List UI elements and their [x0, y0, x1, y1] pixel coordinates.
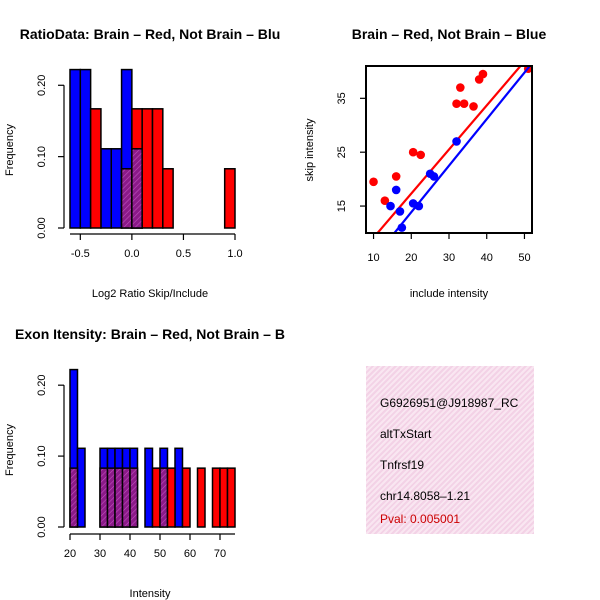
- point-red: [380, 196, 390, 205]
- y-axis-label: skip intensity: [304, 118, 316, 181]
- bar-overlap: [129, 467, 139, 528]
- bar-brain: [226, 467, 236, 528]
- point-blue: [414, 201, 424, 211]
- x-tick-label: 10: [367, 252, 379, 264]
- gene-info-box: G6926951@J918987_RC altTxStart Tnfrsf19 …: [366, 366, 534, 534]
- bar-brain: [223, 168, 236, 229]
- bar-not-brain: [69, 68, 82, 229]
- point-blue: [397, 223, 407, 232]
- y-tick-label: 0.00: [36, 516, 48, 537]
- x-tick-label: 0.5: [176, 248, 191, 260]
- bar-brain: [181, 467, 191, 528]
- y-axis-label: Frequency: [4, 124, 16, 176]
- bar-not-brain: [100, 148, 112, 229]
- bar-not-brain: [79, 68, 92, 229]
- y-axis-label: Frequency: [4, 424, 16, 476]
- y-tick-label: 15: [336, 200, 348, 212]
- bar-overlap: [120, 168, 133, 229]
- x-tick-label: 40: [481, 252, 493, 264]
- bar-brain: [151, 108, 164, 229]
- y-tick-label: 0.10: [36, 445, 48, 466]
- point-red: [369, 177, 378, 187]
- y-tick-label: 25: [336, 146, 348, 158]
- point-blue: [386, 201, 395, 211]
- point-red: [391, 172, 401, 181]
- location-text: chr14.8058–1.21: [380, 489, 471, 503]
- x-tick-label: 50: [518, 252, 530, 264]
- bar-overlap: [69, 467, 79, 528]
- event-type-text: altTxStart: [380, 427, 432, 441]
- x-tick-label: 30: [443, 252, 455, 264]
- bar-overlap: [121, 467, 131, 528]
- point-red: [452, 99, 461, 109]
- bar-brain: [162, 168, 174, 229]
- x-tick-label: 30: [94, 548, 106, 560]
- x-tick-label: 70: [214, 548, 226, 560]
- point-blue: [452, 137, 461, 146]
- bar-brain: [211, 467, 221, 528]
- point-red: [408, 147, 418, 157]
- x-tick-label: 50: [154, 548, 166, 560]
- y-tick-label: 0.20: [36, 374, 48, 395]
- bar-overlap: [99, 467, 109, 528]
- point-blue: [429, 172, 439, 181]
- bar-brain: [196, 467, 206, 528]
- bar-brain: [166, 467, 176, 528]
- intensity-scatter-panel: Brain – Red, Not Brain – Blue include int…: [304, 26, 546, 300]
- bar-not-brain: [76, 447, 86, 528]
- pval-text: Pval: 0.005001: [380, 512, 461, 526]
- x-tick-label: 20: [64, 548, 76, 560]
- x-tick-label: 20: [405, 252, 417, 264]
- point-red: [416, 150, 426, 160]
- gene-name-text: Tnfrsf19: [380, 458, 425, 472]
- fit-line-red: [376, 66, 522, 233]
- y-tick-label: 0.20: [36, 75, 48, 96]
- chart-title: RatioData: Brain – Red, Not Brain – Blu: [20, 26, 281, 42]
- y-tick-label: 0.10: [36, 146, 48, 167]
- x-tick-label: 60: [184, 548, 196, 560]
- x-tick-label: -0.5: [71, 248, 90, 260]
- bar-brain: [89, 108, 102, 229]
- bar-not-brain: [110, 148, 123, 229]
- point-blue: [391, 185, 401, 195]
- bar-brain: [151, 467, 161, 528]
- plot-area: [369, 66, 532, 233]
- bar-brain: [141, 108, 154, 229]
- x-tick-label: 1.0: [227, 248, 242, 260]
- x-tick-label: 0.0: [124, 248, 139, 260]
- bar-not-brain: [174, 447, 184, 528]
- bar-overlap: [159, 467, 169, 528]
- bar-brain: [219, 467, 229, 528]
- bar-overlap: [114, 467, 124, 528]
- x-tick-label: 40: [124, 548, 136, 560]
- chart-title: Brain – Red, Not Brain – Blue: [352, 26, 547, 42]
- point-red: [456, 83, 465, 92]
- point-blue: [395, 207, 405, 216]
- ratio-histogram-panel: RatioData: Brain – Red, Not Brain – Blu L…: [4, 26, 280, 300]
- bar-overlap: [106, 467, 116, 528]
- x-axis-label: include intensity: [410, 288, 489, 300]
- fit-line-blue: [392, 66, 532, 233]
- x-axis-label: Log2 Ratio Skip/Include: [92, 288, 208, 300]
- y-tick-label: 0.00: [36, 217, 48, 238]
- point-red: [469, 102, 478, 111]
- y-tick-label: 35: [336, 92, 348, 104]
- event-id-text: G6926951@J918987_RC: [380, 396, 519, 410]
- exon-intensity-histogram-panel: Exon Itensity: Brain – Red, Not Brain – …: [4, 326, 285, 600]
- chart-title: Exon Itensity: Brain – Red, Not Brain – …: [15, 326, 285, 342]
- bar-overlap: [131, 148, 143, 229]
- x-axis-label: Intensity: [130, 588, 171, 600]
- bar-not-brain: [144, 447, 154, 528]
- point-red: [478, 69, 488, 79]
- point-red: [459, 99, 469, 109]
